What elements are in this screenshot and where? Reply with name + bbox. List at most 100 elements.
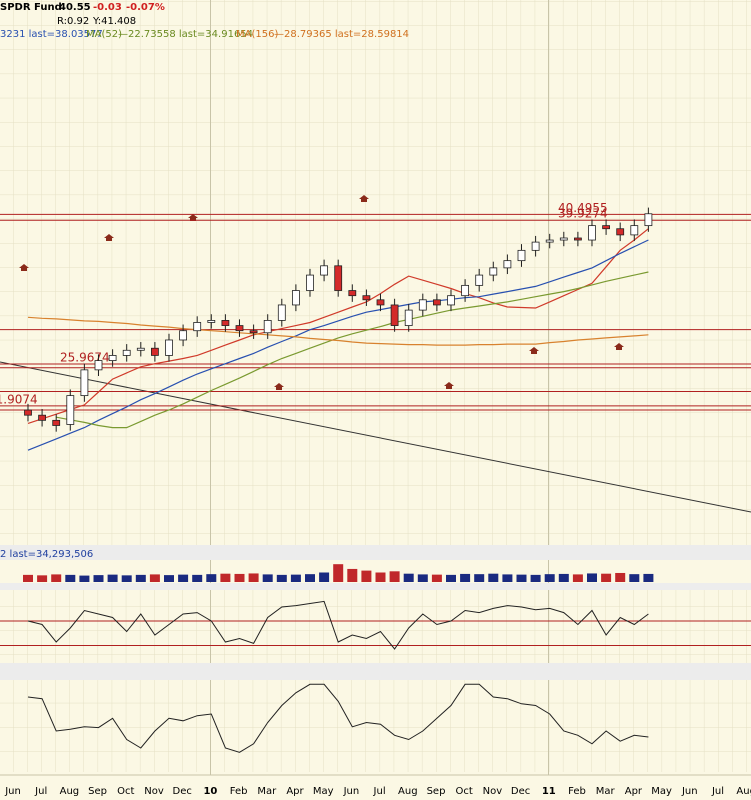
x-tick-label: Mar	[257, 786, 277, 797]
r-value: R:0.92	[57, 16, 89, 27]
candle-body	[291, 290, 300, 306]
candle-body	[489, 267, 498, 276]
moving-average	[27, 316, 649, 346]
volume-bar	[79, 575, 90, 582]
fund-name: SPDR Fund	[0, 2, 62, 13]
candle-body	[602, 225, 610, 230]
volume-bar	[135, 574, 146, 582]
marker	[19, 264, 29, 271]
level-label: 40.4955	[558, 201, 608, 215]
volume-bar	[220, 573, 231, 582]
last-price: 40.55	[59, 2, 91, 13]
candle-body	[545, 239, 554, 243]
candle-body	[52, 419, 61, 426]
oscillator-line	[27, 600, 649, 650]
candle-body	[221, 320, 230, 326]
volume-bar	[488, 573, 499, 582]
candle-body	[616, 228, 625, 236]
candle-body	[503, 260, 512, 269]
separator	[0, 663, 751, 680]
x-tick-label: May	[313, 786, 334, 797]
x-tick-label: Jun	[4, 786, 21, 797]
volume-bar	[93, 575, 104, 582]
x-tick-label: 11	[542, 786, 556, 797]
x-tick-label: Sep	[427, 786, 446, 797]
change-pct: -0.07%	[126, 2, 165, 13]
volume-bar	[544, 574, 555, 582]
candle-body	[235, 325, 244, 332]
ma-legend: —28.79365 last=28.59814	[274, 29, 409, 40]
volume-bar	[643, 573, 654, 582]
candle-body	[306, 274, 314, 291]
candle-body	[263, 320, 272, 334]
candle-body	[574, 237, 582, 241]
volume-bar	[530, 574, 541, 582]
candle-body	[207, 320, 216, 323]
candle-body	[418, 299, 427, 311]
candle-body	[390, 304, 399, 326]
x-tick-label: Jun	[681, 786, 698, 797]
price-grid	[0, 0, 751, 545]
candle-body	[122, 349, 131, 356]
osc1-grid	[0, 590, 751, 663]
x-tick-label: Aug	[736, 786, 751, 797]
y-value: Y:41.408	[92, 16, 136, 27]
volume-bar	[65, 574, 76, 582]
marker	[274, 383, 284, 390]
volume-bar	[601, 573, 612, 582]
level-label: 39.9274	[558, 207, 608, 221]
volume-bar	[206, 574, 217, 582]
volume-label: 2 last=34,293,506	[0, 549, 93, 560]
x-tick-label: Oct	[456, 786, 473, 797]
moving-average	[56, 271, 649, 429]
volume-bar	[403, 573, 414, 582]
candle-body	[150, 347, 159, 356]
change: -0.03	[93, 2, 122, 13]
x-tick-label: Jun	[343, 786, 360, 797]
x-tick-label: Dec	[173, 786, 192, 797]
level-label: 21.9074	[0, 392, 38, 406]
candle-body	[432, 299, 441, 306]
candle-body	[630, 225, 639, 236]
marker	[104, 234, 114, 241]
markers	[19, 195, 624, 390]
candle-body	[320, 265, 329, 276]
candle-body	[404, 309, 413, 326]
volume-bar	[107, 574, 118, 582]
volume-bar	[502, 574, 513, 582]
osc2-grid	[0, 680, 751, 772]
moving-average	[27, 228, 649, 424]
volume-bar	[149, 574, 160, 582]
candle-body	[66, 395, 75, 425]
separator	[0, 583, 751, 590]
volume-bar	[51, 574, 62, 582]
candle-body	[136, 347, 145, 351]
x-tick-label: Jul	[711, 786, 724, 797]
marker	[188, 214, 198, 221]
volume-bar	[178, 574, 189, 582]
volume-bar	[276, 574, 287, 582]
candle-body	[517, 249, 526, 262]
x-tick-label: Nov	[144, 786, 164, 797]
x-tick-label: Dec	[511, 786, 530, 797]
candle-body	[588, 225, 596, 241]
volume-bar	[474, 574, 485, 582]
volume-bar	[192, 574, 203, 582]
candle-body	[531, 241, 540, 251]
candle-body	[348, 290, 357, 297]
volume-bar	[389, 571, 400, 582]
candle-body	[249, 330, 258, 334]
marker	[614, 343, 624, 350]
x-tick-label: Mar	[596, 786, 616, 797]
marker	[444, 382, 454, 389]
volume-bar	[23, 574, 33, 582]
ma-legend: MA(52)	[86, 29, 122, 40]
candle-body	[80, 369, 89, 397]
volume-bar	[319, 572, 330, 582]
header: SPDR Fund 40.55 -0.03 -0.07% R:0.92 Y:41…	[0, 2, 409, 560]
volume-bar	[446, 574, 456, 582]
marker	[359, 195, 369, 202]
x-tick-label: Jul	[373, 786, 386, 797]
